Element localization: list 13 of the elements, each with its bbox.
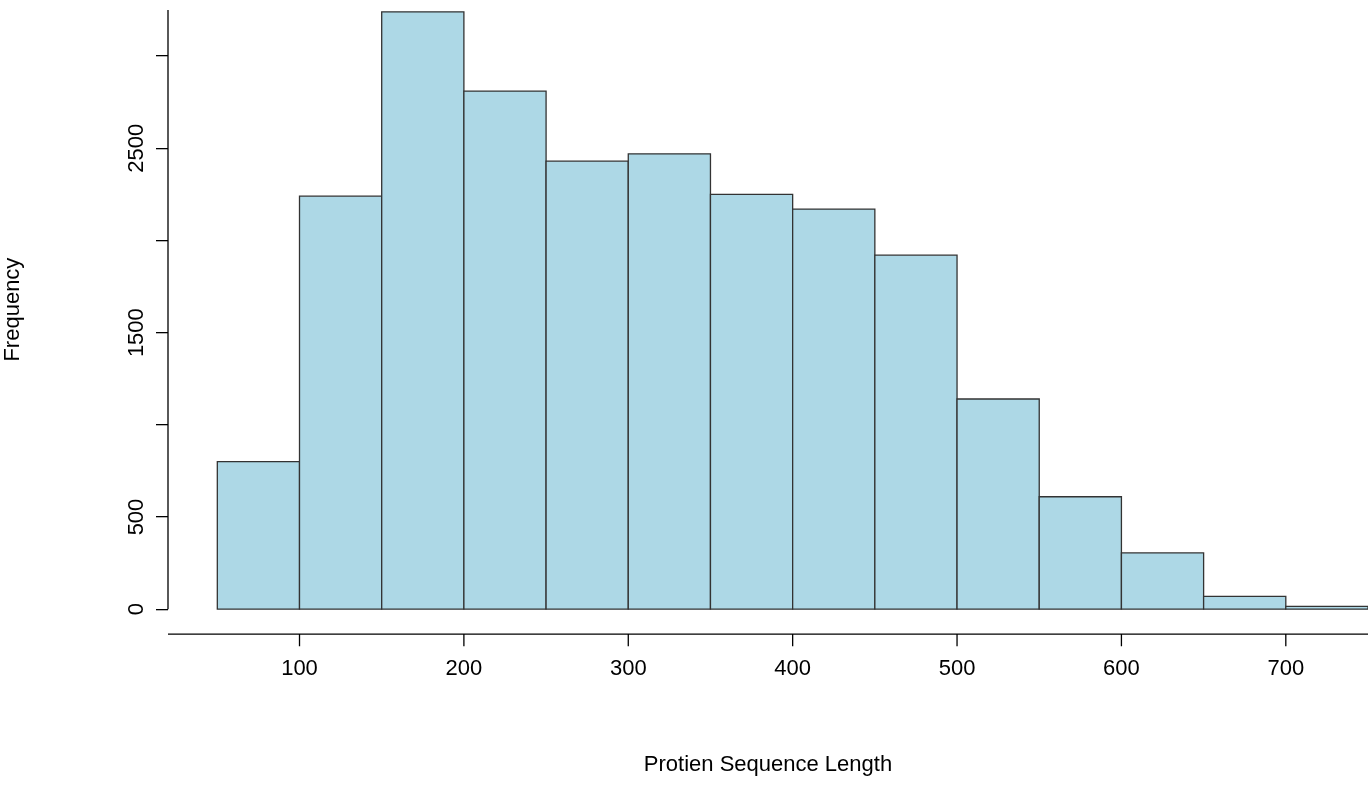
- y-tick-label: 0: [123, 603, 149, 616]
- x-tick-label: 300: [609, 655, 647, 681]
- y-axis-title: Frequency: [0, 257, 25, 362]
- y-tick-label: 1500: [123, 308, 149, 358]
- x-tick-label: 600: [1103, 655, 1140, 681]
- y-tick-label: 2500: [123, 123, 149, 173]
- x-axis-title: Protien Sequence Length: [643, 750, 893, 776]
- x-tick-label: 700: [1267, 655, 1305, 681]
- x-tick-label: 400: [774, 655, 812, 681]
- y-tick-label: 500: [123, 498, 149, 536]
- x-tick-label: 100: [281, 655, 318, 681]
- x-tick-label: 200: [445, 655, 483, 681]
- x-tick-label: 500: [938, 655, 976, 681]
